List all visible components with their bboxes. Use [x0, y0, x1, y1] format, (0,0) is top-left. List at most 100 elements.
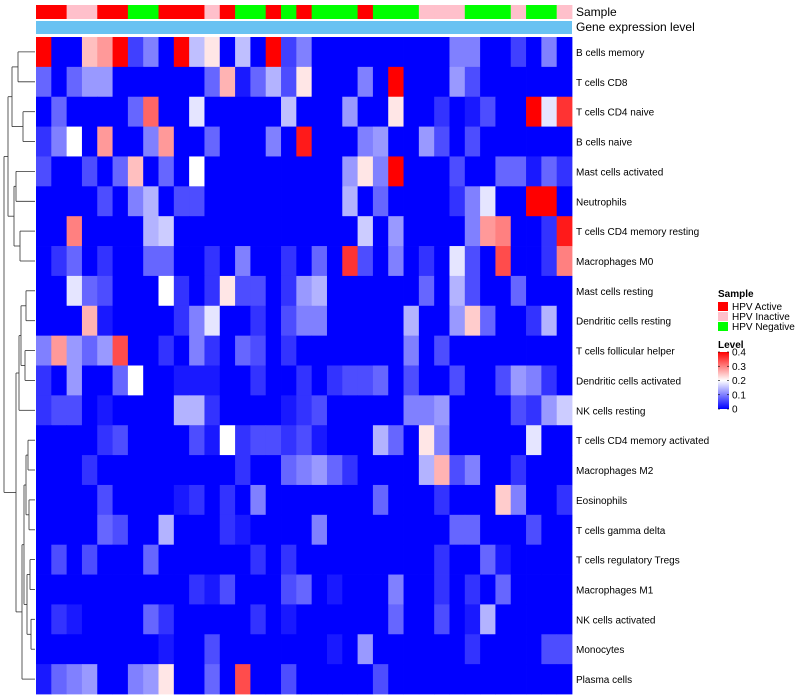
- heatmap-cell: [449, 186, 466, 217]
- heatmap-cell: [158, 246, 175, 277]
- heatmap-cell: [97, 305, 113, 337]
- row-label: T cells CD8: [576, 78, 628, 89]
- sample-annotation-cell: [541, 5, 558, 19]
- heatmap-cell: [265, 514, 282, 546]
- heatmap-cell: [127, 96, 144, 127]
- heatmap-cell: [189, 455, 205, 486]
- heatmap-cell: [235, 574, 251, 605]
- heatmap-cell: [204, 335, 221, 366]
- heatmap-cell: [112, 455, 129, 486]
- heatmap-cell: [66, 484, 83, 516]
- heatmap-cell: [556, 246, 573, 277]
- heatmap-cell: [112, 574, 129, 605]
- heatmap-cell: [143, 246, 159, 277]
- heatmap-cell: [526, 664, 542, 695]
- heatmap-cell: [434, 664, 450, 695]
- heatmap-cell: [480, 425, 496, 456]
- heatmap-cell: [51, 365, 68, 396]
- heatmap-cell: [480, 96, 496, 127]
- heatmap-cell: [526, 216, 542, 247]
- heatmap-cell: [143, 365, 159, 396]
- heatmap-cell: [464, 365, 481, 396]
- level-tick-label: 0.3: [732, 362, 746, 373]
- row-label: Macrophages M2: [576, 466, 654, 477]
- heatmap-cell: [526, 544, 542, 575]
- heatmap-cell: [204, 246, 221, 277]
- heatmap-cell: [357, 514, 374, 546]
- heatmap-cell: [36, 156, 52, 187]
- heatmap-cell: [311, 484, 328, 516]
- heatmap-cell: [357, 484, 374, 516]
- heatmap-cell: [127, 186, 144, 217]
- heatmap-cell: [449, 544, 466, 575]
- heatmap-cell: [418, 455, 435, 486]
- heatmap-cell: [541, 514, 558, 546]
- level-tick-label: 0: [732, 405, 738, 416]
- heatmap-cell: [143, 126, 159, 157]
- heatmap-cell: [434, 484, 450, 516]
- heatmap-cell: [510, 126, 527, 157]
- heatmap-cell: [449, 156, 466, 187]
- heatmap-cell: [311, 365, 328, 396]
- heatmap-cell: [36, 246, 52, 277]
- heatmap-cell: [326, 455, 343, 486]
- heatmap-cell: [265, 365, 282, 396]
- heatmap-cell: [66, 365, 83, 396]
- heatmap-cell: [342, 455, 358, 486]
- heatmap-cell: [357, 305, 374, 337]
- heatmap-cell: [112, 335, 129, 366]
- heatmap-cell: [418, 484, 435, 516]
- heatmap-cell: [449, 455, 466, 486]
- heatmap-cell: [556, 37, 573, 68]
- heatmap-cell: [449, 37, 466, 68]
- sample-annotation-cell: [36, 5, 52, 19]
- heatmap-cell: [158, 634, 175, 665]
- heatmap-cell: [480, 66, 496, 98]
- heatmap-cell: [403, 604, 420, 635]
- heatmap-cell: [66, 514, 83, 546]
- heatmap-cell: [250, 216, 267, 247]
- heatmap-cell: [403, 186, 420, 217]
- heatmap-cell: [541, 425, 558, 456]
- heatmap-cell: [342, 425, 358, 456]
- heatmap-cell: [464, 574, 481, 605]
- heatmap-cell: [556, 305, 573, 337]
- heatmap-cell: [480, 275, 496, 307]
- heatmap-cell: [66, 126, 83, 157]
- heatmap-cell: [143, 544, 159, 575]
- heatmap-cell: [143, 455, 159, 486]
- heatmap-cell: [81, 37, 98, 68]
- heatmap-cell: [480, 365, 496, 396]
- heatmap-cell: [66, 335, 83, 366]
- heatmap-cell: [127, 425, 144, 456]
- heatmap-cell: [480, 156, 496, 187]
- heatmap-cell: [265, 664, 282, 695]
- heatmap-cell: [51, 634, 68, 665]
- heatmap-cell: [449, 395, 466, 426]
- sample-annotation-cell: [326, 5, 343, 19]
- heatmap-cell: [388, 365, 404, 396]
- heatmap-cell: [189, 634, 205, 665]
- sample-annotation-cell: [127, 5, 144, 19]
- heatmap-cell: [158, 574, 175, 605]
- heatmap-cell: [281, 305, 297, 337]
- heatmap-cell: [265, 395, 282, 426]
- heatmap-cell: [173, 365, 190, 396]
- heatmap-cell: [158, 484, 175, 516]
- heatmap-cell: [81, 186, 98, 217]
- heatmap-cell: [403, 37, 420, 68]
- heatmap-cell: [388, 574, 404, 605]
- heatmap-cell: [434, 514, 450, 546]
- heatmap-cell: [81, 514, 98, 546]
- heatmap-cell: [143, 275, 159, 307]
- heatmap-cell: [173, 455, 190, 486]
- heatmap-cell: [219, 544, 236, 575]
- heatmap-cell: [418, 574, 435, 605]
- heatmap-cell: [127, 365, 144, 396]
- heatmap-cell: [480, 455, 496, 486]
- heatmap-cell: [281, 66, 297, 98]
- heatmap-cell: [189, 544, 205, 575]
- row-label: T cells CD4 naive: [576, 108, 655, 119]
- heatmap-cell: [173, 126, 190, 157]
- heatmap-cell: [265, 156, 282, 187]
